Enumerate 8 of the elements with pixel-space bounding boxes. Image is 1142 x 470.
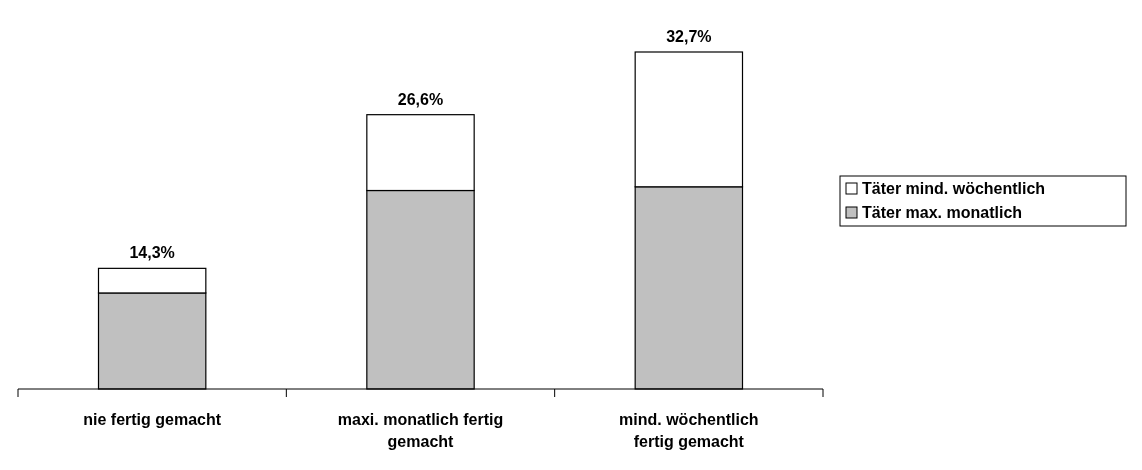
annotation: 32,7% (666, 28, 712, 45)
x-tick-label: mind. wöchentlich fertig gemacht (619, 411, 759, 450)
x-tick-label: nie fertig gemacht (83, 411, 222, 428)
legend-label: Täter max. monatlich (862, 204, 1023, 221)
x-tick-label: maxi. monatlich fertig gemacht (337, 411, 504, 450)
annotation: 26,6% (397, 90, 444, 108)
annotation: 14,3% (129, 244, 175, 262)
legend-label: Täter mind. wöchentlich (862, 180, 1046, 197)
